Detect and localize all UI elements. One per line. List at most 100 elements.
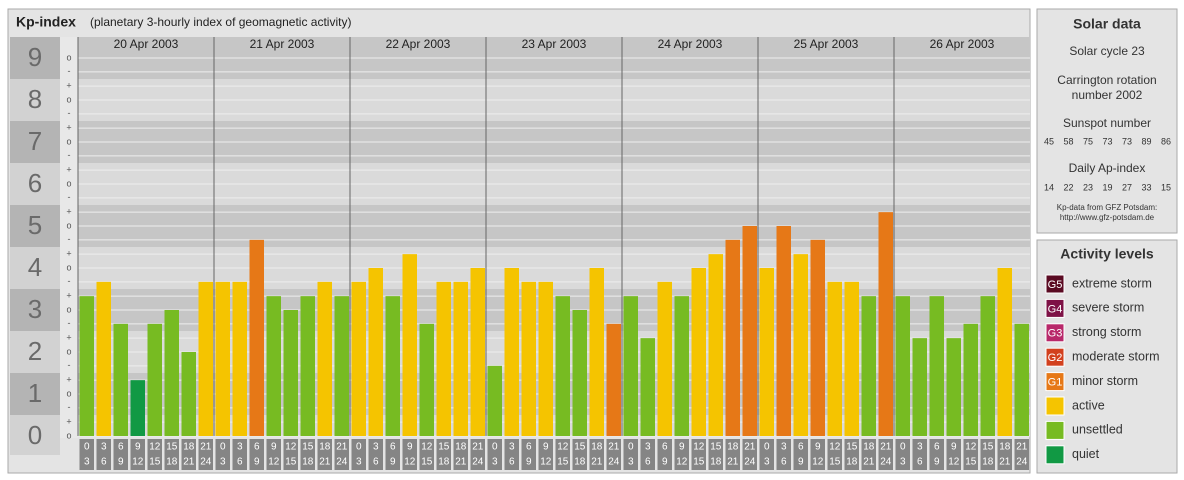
level-label: minor storm [1072,374,1138,388]
hour-label: 15 [285,457,297,468]
hour-label: 9 [526,457,532,468]
bar [419,323,434,436]
hour-label: 15 [166,442,178,453]
hour-label: 15 [574,442,586,453]
hour-box [147,439,162,470]
hour-label: 15 [302,442,314,453]
hour-box [334,439,349,470]
hour-label: 12 [693,442,705,453]
hour-box [130,439,145,470]
hour-label: 9 [390,457,396,468]
hour-label: 6 [237,457,243,468]
hour-label: 15 [846,442,858,453]
hour-label: 3 [917,442,923,453]
hour-box [555,439,570,470]
hour-label: 12 [812,457,824,468]
day-label: 20 Apr 2003 [114,37,179,51]
minor-tick-label: + [66,249,71,259]
hour-box [810,439,825,470]
hour-label: 12 [285,442,297,453]
bar [793,254,808,436]
bar [997,268,1012,436]
ap-value: 19 [1102,182,1112,192]
sunspot-value: 73 [1102,136,1112,146]
hour-label: 12 [421,442,433,453]
chart-title: Kp-index [16,14,76,30]
hour-label: 6 [101,457,107,468]
bar [249,239,264,436]
bar [470,268,485,436]
minor-tick-label: - [68,150,71,160]
hour-box [844,439,859,470]
sunspot-value: 86 [1161,136,1171,146]
hour-label: 12 [829,442,841,453]
bar [402,254,417,436]
hour-label: 21 [472,442,484,453]
hour-label: 18 [727,442,739,453]
bar [317,281,332,436]
hour-label: 9 [118,457,124,468]
kp-label-band [10,415,60,455]
hour-label: 21 [727,457,739,468]
bar [606,323,621,436]
hour-label: 9 [934,457,940,468]
bar [742,226,757,436]
hour-label: 3 [645,442,651,453]
hour-box [572,439,587,470]
hour-box [96,439,111,470]
hour-label: 3 [509,442,515,453]
hour-label: 6 [917,457,923,468]
minor-tick-label: o [66,388,71,398]
bar [878,212,893,436]
hour-label: 21 [880,442,892,453]
hour-box [164,439,179,470]
hour-box [691,439,706,470]
hour-label: 6 [509,457,515,468]
minor-tick-label: + [66,165,71,175]
hour-label: 18 [438,457,450,468]
hour-box [1014,439,1029,470]
hour-label: 18 [183,442,195,453]
minor-tick-label: o [66,304,71,314]
hour-box [929,439,944,470]
bar [589,268,604,436]
hour-label: 12 [948,457,960,468]
bar [232,281,247,436]
hour-label: 24 [880,457,892,468]
level-swatch [1045,420,1065,440]
hour-label: 18 [455,442,467,453]
hour-label: 6 [390,442,396,453]
hour-box [980,439,995,470]
y-tick-label: 5 [28,210,42,240]
level-label: extreme storm [1072,276,1152,290]
hour-label: 6 [118,442,124,453]
level-code: G4 [1048,303,1063,315]
bar [759,268,774,436]
hour-label: 3 [356,457,362,468]
bar [521,281,536,436]
sunspot-value: 89 [1141,136,1151,146]
hour-label: 24 [336,457,348,468]
bar [215,281,230,436]
hour-box [317,439,332,470]
hour-label: 21 [591,457,603,468]
bar [113,323,128,436]
day-label: 24 Apr 2003 [658,37,723,51]
hour-label: 3 [492,457,498,468]
minor-column [60,37,78,438]
bar [963,323,978,436]
kp-label-band [10,163,60,205]
hour-label: 24 [472,457,484,468]
hour-label: 9 [254,457,260,468]
hour-label: 12 [132,457,144,468]
hour-box [538,439,553,470]
kp-band [78,415,1030,436]
bar [300,296,315,436]
hour-label: 0 [84,442,90,453]
minor-tick-label: + [66,207,71,217]
levels-title: Activity levels [1060,246,1154,262]
hour-label: 0 [356,442,362,453]
bar [572,310,587,436]
hour-label: 6 [645,457,651,468]
minor-tick-label: + [66,81,71,91]
